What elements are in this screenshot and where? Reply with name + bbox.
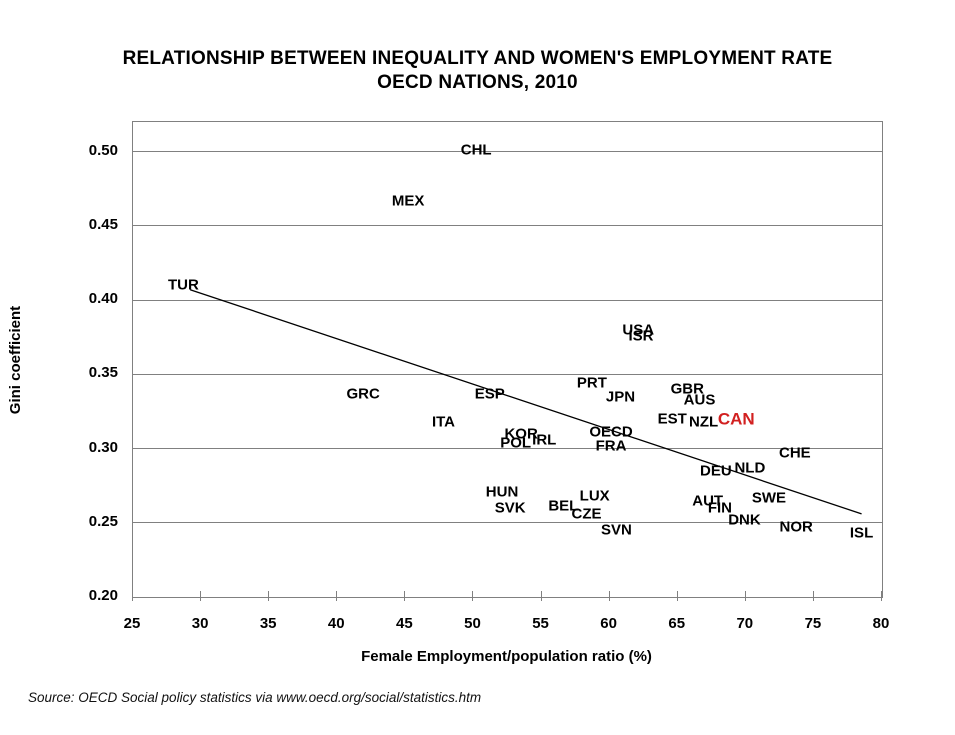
x-tick-label-80: 80 [872,615,890,632]
point-label-ESP: ESP [474,385,505,403]
x-axis-title: Female Employment/population ratio (%) [361,648,652,665]
gridline-0.45 [133,225,882,227]
x-tick-25 [132,591,133,601]
x-tick-55 [540,591,542,601]
gridline-0.35 [133,373,882,375]
point-label-GBR: GBR [670,380,704,398]
point-label-SWE: SWE [751,489,787,507]
point-label-USA: USA [622,321,655,339]
point-label-LUX: LUX [579,487,610,505]
x-tick-40 [336,591,338,601]
point-label-SVK: SVK [494,499,526,517]
x-tick-label-25: 25 [123,615,141,632]
x-tick-label-35: 35 [259,615,277,632]
y-axis-title: Gini coefficient [7,305,24,415]
plot-area: CHL MEX TUR USA ISR PRT GBR GRC ESP JPN AUS EST CAN I… [132,121,883,598]
chart-title: RELATIONSHIP BETWEEN INEQUALITY AND WOME… [0,47,955,95]
gridline-0.50 [133,151,882,153]
point-label-ISL: ISL [849,524,874,542]
point-label-CZE: CZE [571,505,602,523]
x-tick-label-30: 30 [191,615,209,632]
x-tick-label-55: 55 [532,615,549,632]
x-tick-70 [744,591,746,601]
point-label-HUN: HUN [485,483,519,501]
x-tick-35 [268,591,270,601]
x-tick-30 [200,591,202,601]
point-label-DNK: DNK [728,511,761,529]
y-tick-label-0.50: 0.50 [88,141,118,159]
point-label-AUS: AUS [683,391,716,409]
gridline-0.40 [133,299,882,301]
chart-title-line2: OECD NATIONS, 2010 [377,72,578,93]
point-label-GRC: GRC [346,385,380,403]
x-tick-65 [676,591,678,601]
y-tick-label-0.30: 0.30 [88,438,118,456]
point-label-FRA: FRA [595,437,627,455]
point-label-DEU: DEU [700,462,732,480]
y-tick-label-0.40: 0.40 [88,290,118,308]
point-label-PRT: PRT [576,374,607,392]
y-tick-label-0.25: 0.25 [88,512,118,530]
x-tick-label-40: 40 [327,615,345,632]
x-tick-label-60: 60 [600,615,617,632]
x-tick-80 [881,591,882,601]
point-label-TUR: TUR [167,276,199,294]
x-tick-50 [472,591,474,601]
chart-title-line1: RELATIONSHIP BETWEEN INEQUALITY AND WOME… [122,48,833,69]
point-label-KOR: KOR [504,425,538,443]
trendline [189,289,862,515]
point-label-NLD: NLD [734,459,766,477]
point-label-POL: POL [500,434,532,452]
x-tick-label-45: 45 [396,615,413,632]
y-tick-label-0.45: 0.45 [88,215,118,233]
point-label-OECD: OECD [589,423,633,441]
point-label-MEX: MEX [391,192,425,210]
point-label-CHE: CHE [778,444,811,462]
point-label-FIN: FIN [707,499,733,517]
gridline-0.30 [133,448,882,450]
x-tick-45 [404,591,406,601]
point-label-EST: EST [657,410,687,428]
point-label-IRL: IRL [532,431,557,449]
point-label-CAN: CAN [717,409,755,429]
y-tick-label-0.20: 0.20 [88,587,118,604]
x-tick-label-65: 65 [668,615,686,632]
point-label-AUT: AUT [692,492,724,510]
point-label-JPN: JPN [605,388,636,406]
x-tick-label-75: 75 [804,615,822,632]
gridline-0.25 [133,522,882,524]
point-label-NZL: NZL [689,413,719,431]
point-label-NOR: NOR [779,518,813,536]
trendline-layer [189,289,862,515]
y-tick-label-0.35: 0.35 [88,364,118,382]
point-label-CHL: CHL [460,141,492,159]
point-label-ISR: ISR [628,327,654,345]
source-note: Source: OECD Social policy statistics vi… [28,690,482,705]
point-label-SVN: SVN [601,521,632,539]
point-label-ITA: ITA [431,413,456,431]
x-tick-label-50: 50 [464,615,481,632]
x-tick-75 [812,591,814,601]
x-tick-label-70: 70 [736,615,754,632]
point-label-BEL: BEL [548,497,579,515]
x-tick-60 [608,591,610,601]
